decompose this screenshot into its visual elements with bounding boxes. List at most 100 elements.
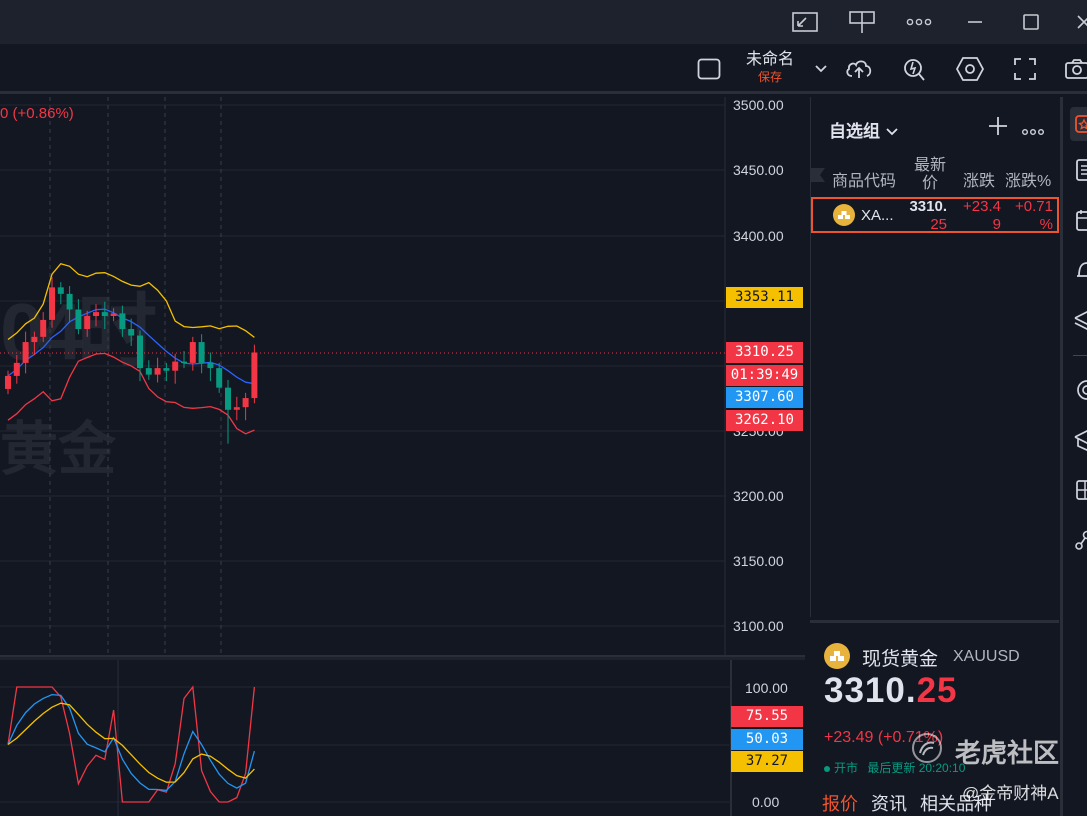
sidebar-divider bbox=[1073, 355, 1087, 356]
candle-body bbox=[198, 342, 205, 363]
details-tabs: 报价 资讯 相关品种 bbox=[822, 790, 992, 816]
col-last[interactable]: 最新价 bbox=[913, 157, 946, 192]
tab-quote[interactable]: 报价 bbox=[822, 794, 858, 814]
candle-body bbox=[31, 336, 38, 343]
price-tick: 3150.00 bbox=[733, 553, 784, 569]
layout-name-text: 未命名 bbox=[745, 51, 794, 68]
save-status[interactable]: 保存 bbox=[757, 70, 782, 84]
settings-icon[interactable] bbox=[955, 54, 985, 84]
mid-band-label: 3307.60 bbox=[726, 387, 803, 408]
details-price: 3310.25 bbox=[824, 671, 958, 711]
candle-body bbox=[216, 368, 223, 388]
candle-body bbox=[93, 312, 99, 317]
chevron-down-icon[interactable] bbox=[885, 127, 899, 137]
col-change[interactable]: 涨跌 bbox=[963, 173, 996, 190]
watchlist-star-icon[interactable] bbox=[1070, 107, 1087, 141]
osc-tick: 0.00 bbox=[752, 794, 780, 810]
chart-area[interactable]: 04时 黄金 bbox=[0, 97, 805, 816]
chevron-down-icon[interactable] bbox=[806, 54, 836, 84]
watchlist-title-text: 自选组 bbox=[829, 122, 880, 141]
status-dot-icon bbox=[824, 765, 830, 772]
lower-band-line bbox=[7, 352, 255, 435]
symbol-details-panel: 现货黄金 XAUUSD 3310.25 +23.49 (+0.71%) 开市 最… bbox=[810, 620, 1059, 816]
square-icon[interactable] bbox=[694, 54, 724, 84]
price-tick: 3200.00 bbox=[733, 488, 784, 504]
author-watermark: @金帝财神A bbox=[962, 784, 1059, 803]
cloud-upload-icon[interactable] bbox=[844, 54, 874, 84]
osc-k-label: 75.55 bbox=[731, 706, 803, 727]
picture-in-picture-icon[interactable] bbox=[791, 8, 819, 36]
candle-body bbox=[13, 362, 20, 376]
last-updated: 最后更新 20:20:10 bbox=[867, 761, 966, 775]
news-icon[interactable] bbox=[1071, 157, 1087, 183]
candle-body bbox=[163, 368, 170, 371]
osc-k-line bbox=[7, 685, 256, 803]
row-symbol: XA... bbox=[861, 207, 894, 224]
layout-name[interactable]: 未命名 保存 bbox=[740, 50, 800, 84]
minimize-icon[interactable] bbox=[961, 8, 989, 36]
maximize-icon[interactable] bbox=[1017, 8, 1045, 36]
community-icon[interactable] bbox=[1071, 527, 1087, 553]
layers-icon[interactable] bbox=[1071, 307, 1087, 333]
osc-d-label: 50.03 bbox=[731, 729, 803, 750]
countdown-label: 01:39:49 bbox=[726, 365, 803, 386]
tab-related[interactable]: 相关品种 bbox=[920, 794, 993, 814]
details-symbol: XAUUSD bbox=[953, 648, 1020, 665]
row-change-pct: +0.71 bbox=[1015, 198, 1053, 215]
target-icon[interactable] bbox=[1071, 377, 1087, 403]
add-icon[interactable] bbox=[987, 115, 1009, 137]
candle-body bbox=[57, 287, 64, 294]
price-tick: 3500.00 bbox=[733, 97, 784, 113]
row-change: +23.4 bbox=[963, 198, 1001, 215]
close-icon[interactable] bbox=[1070, 8, 1087, 36]
calendar-icon[interactable] bbox=[1071, 207, 1087, 233]
col-change-pct[interactable]: 涨跌% bbox=[1005, 173, 1052, 190]
fullscreen-icon[interactable] bbox=[1010, 54, 1040, 84]
candle-body bbox=[101, 312, 108, 317]
split-layout-icon[interactable] bbox=[848, 8, 876, 36]
change-readout: 0 (+0.86%) bbox=[0, 105, 74, 122]
market-status-text: 开市 bbox=[834, 761, 859, 775]
watchlist-panel: 自选组 商品代码 最新价 涨跌 涨跌% XA... 3310. 25 +23.4… bbox=[810, 97, 1059, 617]
row-last-price: 3310. bbox=[909, 198, 947, 215]
upper-band-line bbox=[7, 262, 255, 341]
camera-icon[interactable] bbox=[1062, 54, 1087, 84]
chart-toolbar: 未命名 保存 bbox=[0, 44, 1087, 94]
details-price-frac: 25 bbox=[916, 671, 958, 710]
candle-body bbox=[233, 407, 240, 410]
lower-band-label: 3262.10 bbox=[726, 410, 803, 431]
alert-icon[interactable] bbox=[900, 54, 930, 84]
candle-body bbox=[22, 342, 29, 363]
chart-canvas[interactable] bbox=[0, 97, 805, 816]
candle-body bbox=[154, 368, 161, 375]
watchlist-columns: 商品代码 最新价 涨跌 涨跌% bbox=[811, 155, 1060, 195]
market-status: 开市 最后更新 20:20:10 bbox=[824, 759, 965, 776]
osc-j-line bbox=[7, 702, 255, 783]
osc-tick: 100.00 bbox=[745, 680, 788, 696]
brand-watermark: 老虎社区 bbox=[955, 738, 1060, 768]
bell-icon[interactable] bbox=[1071, 257, 1087, 283]
tiger-logo-icon bbox=[912, 733, 942, 763]
candle-body bbox=[242, 398, 249, 408]
candle-body bbox=[181, 361, 187, 364]
grid-table-icon[interactable] bbox=[1071, 477, 1087, 503]
right-sidebar bbox=[1060, 97, 1087, 816]
row-change-pct-cont: % bbox=[1039, 216, 1053, 233]
candle-body bbox=[66, 293, 73, 310]
education-icon[interactable] bbox=[1071, 427, 1087, 453]
watchlist-title[interactable]: 自选组 bbox=[829, 117, 899, 142]
flag-icon bbox=[811, 168, 825, 182]
more-icon[interactable] bbox=[1021, 123, 1045, 135]
candle-body bbox=[119, 313, 126, 330]
candle-body bbox=[207, 362, 214, 369]
col-symbol[interactable]: 商品代码 bbox=[832, 173, 897, 190]
watchlist-row[interactable]: XA... 3310. 25 +23.4 9 +0.71 % bbox=[811, 197, 1059, 233]
tab-news[interactable]: 资讯 bbox=[871, 794, 908, 814]
candle-body bbox=[128, 329, 135, 336]
gold-bars-icon bbox=[824, 643, 850, 669]
price-tick: 3400.00 bbox=[733, 228, 784, 244]
candle-body bbox=[40, 319, 47, 337]
more-icon[interactable] bbox=[905, 8, 933, 36]
details-name: 现货黄金 bbox=[862, 649, 939, 670]
osc-j-label: 37.27 bbox=[731, 751, 803, 772]
